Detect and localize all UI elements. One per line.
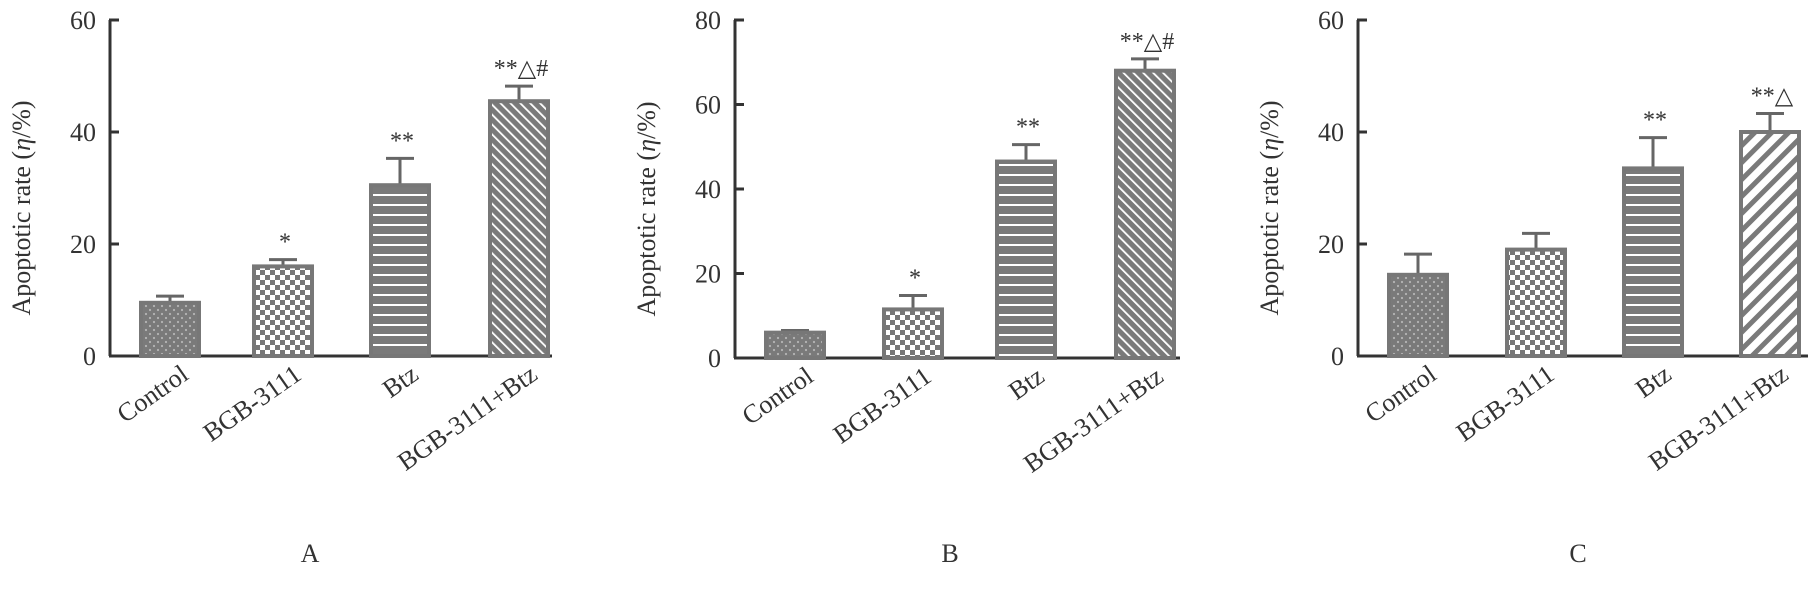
y-tick-label: 20 <box>1318 230 1344 259</box>
y-tick-label: 20 <box>70 230 96 259</box>
bar <box>369 183 431 358</box>
y-tick-label: 0 <box>1331 342 1344 371</box>
y-tick-label: 0 <box>708 344 721 373</box>
x-tick-label: Control <box>112 359 194 428</box>
y-tick-label: 60 <box>695 91 721 120</box>
bar <box>764 330 826 360</box>
panel-c: 0 20 40 60 Apoptotic rate (η/%) Control BGB-31… <box>1255 6 1808 568</box>
y-tick-label: 40 <box>1318 118 1344 147</box>
panel-a: 0 20 40 60 Apoptotic rate (η/%) Control * BGB-3… <box>7 6 552 568</box>
bar <box>139 300 201 358</box>
bar <box>1114 68 1176 360</box>
bar <box>1505 247 1567 359</box>
y-tick-label: 20 <box>695 260 721 289</box>
x-tick-label: Btz <box>377 359 423 403</box>
significance-label: **△# <box>494 56 548 82</box>
y-axis-label: Apoptotic rate (η/%) <box>7 100 36 315</box>
significance-label: **△# <box>1120 29 1174 55</box>
significance-label: ** <box>390 128 414 154</box>
bar <box>488 99 550 358</box>
x-tick-label: BGB-3111 <box>1451 359 1560 447</box>
panel-label: B <box>941 539 958 568</box>
panel-b: 0 20 40 60 80 Apoptotic rate (η/%) Control * BGB… <box>632 6 1180 568</box>
significance-label: ** <box>1643 108 1667 134</box>
significance-label: * <box>909 265 921 291</box>
x-tick-label: Btz <box>1003 361 1049 405</box>
bar <box>882 307 944 361</box>
bar <box>995 159 1057 360</box>
y-tick-label: 40 <box>70 118 96 147</box>
x-tick-label: BGB-3111 <box>198 359 307 447</box>
y-axis-label: Apoptotic rate (η/%) <box>1255 100 1284 315</box>
significance-label: **△ <box>1751 84 1794 110</box>
y-tick-label: 80 <box>695 6 721 35</box>
significance-label: ** <box>1016 115 1040 141</box>
x-tick-label: Control <box>1360 359 1442 428</box>
bar <box>252 264 314 358</box>
y-axis-label: Apoptotic rate (η/%) <box>632 101 661 316</box>
x-tick-label: Btz <box>1630 359 1676 403</box>
panel-label: C <box>1569 539 1586 568</box>
y-tick-label: 60 <box>70 6 96 35</box>
y-tick-label: 0 <box>83 342 96 371</box>
y-tick-label: 60 <box>1318 6 1344 35</box>
x-tick-label: BGB-3111 <box>828 361 937 449</box>
significance-label: * <box>279 230 291 256</box>
y-tick-label: 40 <box>695 175 721 204</box>
x-tick-label: Control <box>737 361 819 430</box>
bar <box>1739 130 1801 358</box>
bar <box>1387 272 1449 358</box>
panel-label: A <box>301 539 320 568</box>
bar <box>1622 166 1684 358</box>
